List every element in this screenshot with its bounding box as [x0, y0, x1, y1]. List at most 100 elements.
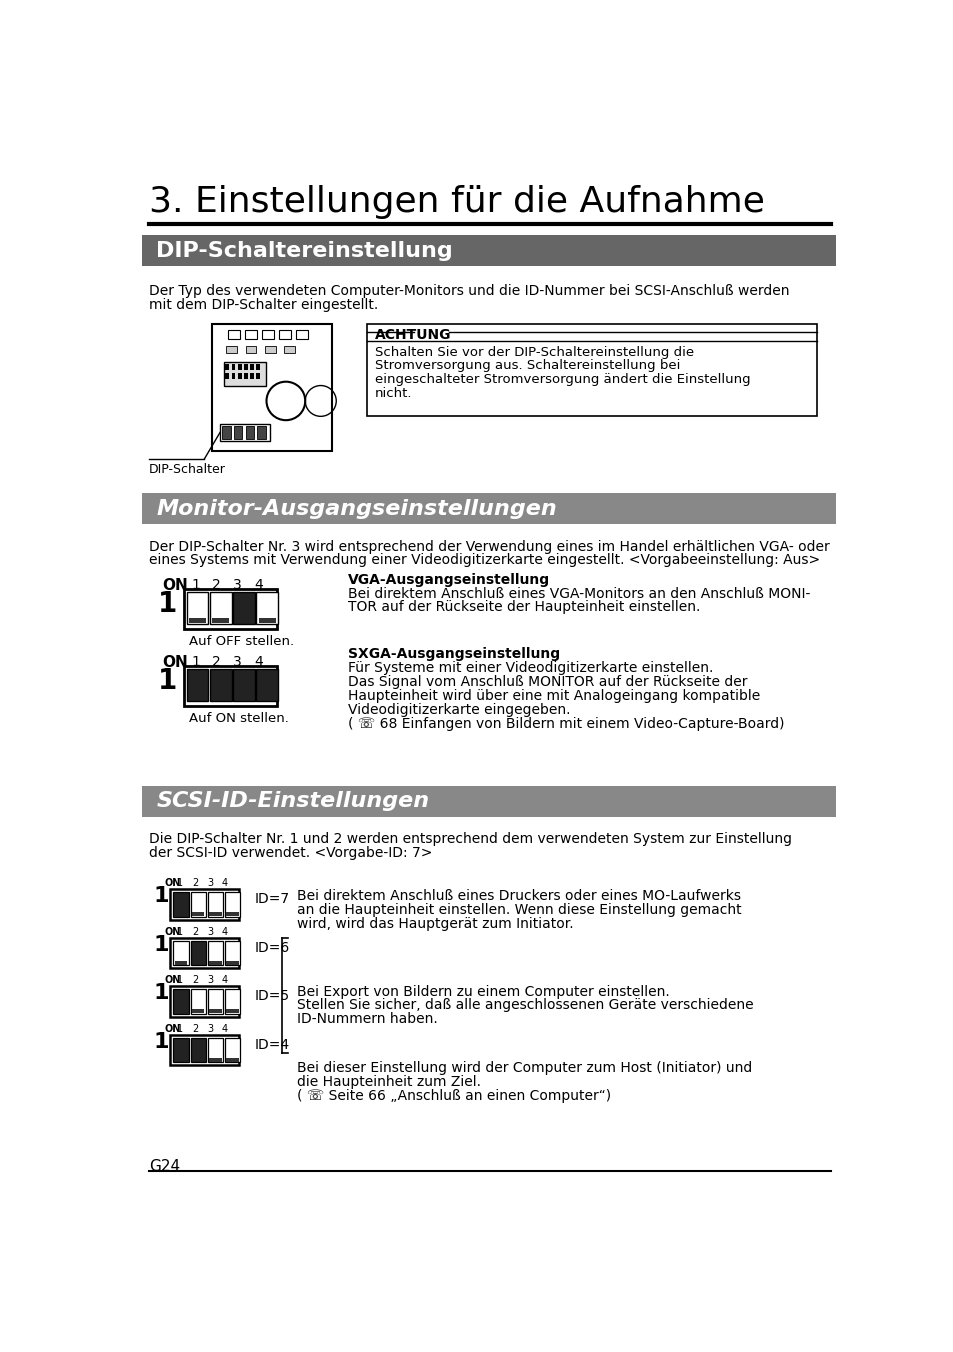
Text: ( ☏ 68 Einfangen von Bildern mit einem Video-Capture-Board): ( ☏ 68 Einfangen von Bildern mit einem V…: [348, 717, 783, 730]
Bar: [261, 330, 274, 339]
Bar: [191, 1038, 206, 1063]
Bar: [226, 913, 238, 917]
Text: Bei dieser Einstellung wird der Computer zum Host (Initiator) und: Bei dieser Einstellung wird der Computer…: [297, 1061, 752, 1075]
Text: 4: 4: [253, 654, 263, 669]
Bar: [224, 1038, 240, 1063]
Bar: [237, 364, 241, 370]
Bar: [209, 961, 221, 964]
Bar: [256, 669, 278, 702]
Bar: [171, 986, 238, 1017]
Bar: [191, 990, 206, 1014]
Bar: [173, 1038, 189, 1063]
Text: 4: 4: [221, 927, 228, 937]
Text: nicht.: nicht.: [375, 387, 412, 400]
Text: wird, wird das Hauptgerät zum Initiator.: wird, wird das Hauptgerät zum Initiator.: [297, 917, 574, 930]
Bar: [222, 426, 231, 438]
Bar: [245, 346, 256, 353]
Bar: [232, 373, 235, 380]
Bar: [226, 961, 238, 964]
Text: 2: 2: [212, 654, 221, 669]
Bar: [265, 346, 275, 353]
Bar: [212, 618, 229, 623]
Text: Das Signal vom Anschluß MONITOR auf der Rückseite der: Das Signal vom Anschluß MONITOR auf der …: [348, 675, 746, 690]
Text: 1: 1: [158, 589, 177, 618]
Text: 1: 1: [177, 879, 183, 888]
Text: 1: 1: [177, 975, 183, 986]
Text: ID=4: ID=4: [254, 1038, 290, 1052]
Text: 1: 1: [153, 934, 169, 955]
Bar: [258, 618, 275, 623]
Text: Haupteinheit wird über eine mit Analogeingang kompatible: Haupteinheit wird über eine mit Analogei…: [348, 690, 760, 703]
Text: an die Haupteinheit einstellen. Wenn diese Einstellung gemacht: an die Haupteinheit einstellen. Wenn die…: [297, 903, 741, 917]
Text: Bei direktem Anschluß eines VGA-Monitors an den Anschluß MONI-: Bei direktem Anschluß eines VGA-Monitors…: [348, 587, 809, 600]
Text: ON: ON: [164, 975, 180, 986]
Text: Bei direktem Anschluß eines Druckers oder eines MO-Laufwerks: Bei direktem Anschluß eines Druckers ode…: [297, 890, 740, 903]
Text: SXGA-Ausgangseinstellung: SXGA-Ausgangseinstellung: [348, 648, 559, 661]
Text: ID-Nummern haben.: ID-Nummern haben.: [297, 1013, 437, 1026]
Text: eingeschalteter Stromversorgung ändert die Einstellung: eingeschalteter Stromversorgung ändert d…: [375, 373, 750, 387]
Bar: [171, 938, 238, 968]
Bar: [212, 324, 332, 452]
Text: ID=6: ID=6: [254, 941, 290, 955]
Bar: [284, 346, 294, 353]
Bar: [208, 990, 223, 1014]
Bar: [187, 669, 208, 702]
Text: 3. Einstellungen für die Aufnahme: 3. Einstellungen für die Aufnahme: [149, 185, 763, 219]
Text: 1: 1: [192, 654, 200, 669]
Text: 3: 3: [207, 1023, 213, 1034]
Text: 4: 4: [221, 879, 228, 888]
Bar: [173, 941, 189, 965]
Bar: [245, 330, 257, 339]
Bar: [228, 330, 240, 339]
Text: Stromversorgung aus. Schaltereinstellung bei: Stromversorgung aus. Schaltereinstellung…: [375, 360, 679, 372]
Bar: [233, 426, 242, 438]
Text: ON: ON: [162, 579, 188, 594]
Bar: [237, 373, 241, 380]
Bar: [224, 892, 240, 917]
Text: ID=5: ID=5: [254, 990, 290, 1003]
Bar: [224, 990, 240, 1014]
Bar: [226, 1009, 238, 1013]
Bar: [210, 669, 232, 702]
Bar: [191, 941, 206, 965]
Bar: [174, 961, 187, 964]
Text: ON: ON: [164, 927, 180, 937]
Text: VGA-Ausgangseinstellung: VGA-Ausgangseinstellung: [348, 573, 550, 587]
Bar: [210, 592, 232, 625]
Bar: [208, 1038, 223, 1063]
Bar: [232, 364, 235, 370]
Bar: [233, 669, 254, 702]
Text: der SCSI-ID verwendet. <Vorgabe-ID: 7>: der SCSI-ID verwendet. <Vorgabe-ID: 7>: [149, 846, 432, 860]
Bar: [225, 364, 229, 370]
Bar: [208, 941, 223, 965]
Text: 3: 3: [207, 927, 213, 937]
Text: Für Systeme mit einer Videodigitizerkarte einstellen.: Für Systeme mit einer Videodigitizerkart…: [348, 661, 713, 675]
Text: Die DIP-Schalter Nr. 1 und 2 werden entsprechend dem verwendeten System zur Eins: Die DIP-Schalter Nr. 1 und 2 werden ents…: [149, 831, 791, 846]
Text: 3: 3: [207, 879, 213, 888]
Bar: [245, 426, 253, 438]
Text: 3: 3: [233, 579, 242, 592]
Bar: [256, 592, 278, 625]
Bar: [226, 346, 236, 353]
Bar: [233, 592, 254, 625]
Text: Auf ON stellen.: Auf ON stellen.: [189, 713, 289, 725]
Text: SCSI-ID-Einstellungen: SCSI-ID-Einstellungen: [156, 791, 429, 811]
Text: Bei Export von Bildern zu einem Computer einstellen.: Bei Export von Bildern zu einem Computer…: [297, 984, 670, 999]
Text: Monitor-Ausgangseinstellungen: Monitor-Ausgangseinstellungen: [156, 499, 557, 519]
Bar: [183, 589, 276, 629]
Bar: [142, 786, 835, 817]
Text: TOR auf der Rückseite der Haupteinheit einstellen.: TOR auf der Rückseite der Haupteinheit e…: [348, 600, 700, 614]
Bar: [250, 364, 253, 370]
Text: G24: G24: [149, 1160, 179, 1175]
Bar: [256, 373, 260, 380]
Bar: [278, 330, 291, 339]
Bar: [225, 373, 229, 380]
Text: Der DIP-Schalter Nr. 3 wird entsprechend der Verwendung eines im Handel erhältli: Der DIP-Schalter Nr. 3 wird entsprechend…: [149, 539, 828, 553]
Text: 2: 2: [192, 927, 198, 937]
Text: ON: ON: [164, 1023, 180, 1034]
Bar: [256, 364, 260, 370]
Text: DIP-Schalter: DIP-Schalter: [149, 462, 225, 476]
Text: Auf OFF stellen.: Auf OFF stellen.: [189, 635, 294, 648]
Bar: [208, 892, 223, 917]
Text: 4: 4: [221, 1023, 228, 1034]
